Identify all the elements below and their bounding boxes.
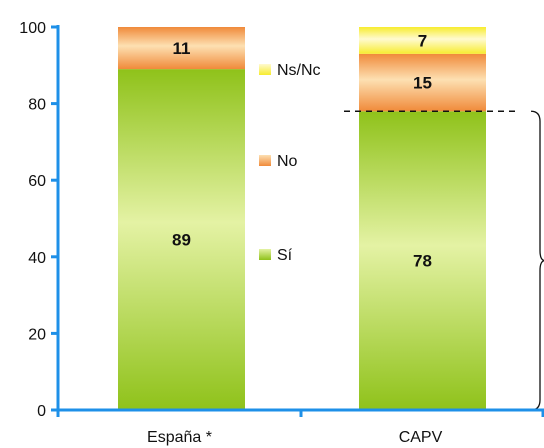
legend-swatch-ns-nc <box>259 64 271 75</box>
legend-label-no: No <box>277 153 298 170</box>
value-label-espana-no: 11 <box>173 39 191 58</box>
value-label-espana-si: 89 <box>172 231 191 250</box>
y-tick-label: 60 <box>28 173 46 190</box>
legend-label-si: Sí <box>277 247 293 264</box>
axes-layer: 0 20 40 60 80 100 España * CAPV <box>19 20 544 446</box>
legend-swatch-no <box>259 155 271 166</box>
annotations-layer <box>344 110 544 411</box>
y-tick-label: 100 <box>19 20 46 37</box>
bar-espana-si <box>118 69 245 410</box>
x-category-label-capv: CAPV <box>399 429 443 446</box>
y-tick-label: 0 <box>37 403 46 420</box>
y-tick-label: 40 <box>28 250 46 267</box>
value-labels-layer: 89 11 78 15 7 <box>172 31 432 270</box>
y-tick-label: 20 <box>28 326 46 343</box>
y-tick-label: 80 <box>28 97 46 114</box>
bar-capv-no <box>359 53 486 112</box>
value-label-capv-si: 78 <box>413 252 432 271</box>
value-label-capv-ns-nc: 7 <box>418 31 427 50</box>
legend: Ns/Nc No Sí <box>259 62 321 264</box>
legend-label-ns-nc: Ns/Nc <box>277 62 321 79</box>
bars-layer <box>118 27 486 410</box>
bar-espana-no <box>118 27 245 70</box>
bar-capv-ns-nc <box>359 27 486 54</box>
x-category-label-espana: España * <box>147 429 212 446</box>
legend-swatch-si <box>259 249 271 260</box>
value-label-capv-no: 15 <box>413 74 432 93</box>
bar-capv-si <box>359 111 486 410</box>
brace-annotation <box>530 110 544 411</box>
